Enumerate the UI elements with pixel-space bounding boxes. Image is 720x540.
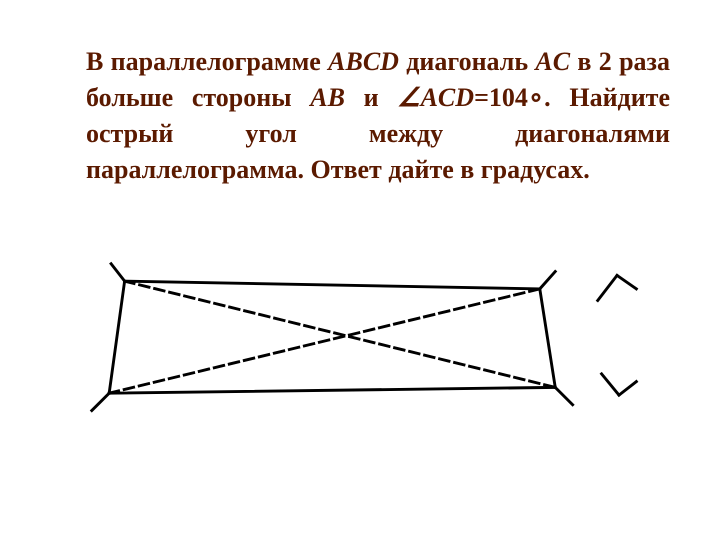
label-ac: AC — [535, 47, 570, 76]
label-ab: AB — [310, 83, 345, 112]
angle-symbol: ∠ — [397, 83, 420, 112]
label-acd: ACD — [421, 83, 474, 112]
problem-text: В параллелограмме ABCD диагональ AC в 2 … — [86, 44, 670, 188]
text-run: диагональ — [399, 47, 535, 76]
label-abcd: ABCD — [328, 47, 399, 76]
slide: В параллелограмме ABCD диагональ AC в 2 … — [0, 0, 720, 540]
text-run: и — [345, 83, 397, 112]
text-run: В параллелограмме — [86, 47, 328, 76]
figure-parallelogram — [86, 242, 646, 442]
